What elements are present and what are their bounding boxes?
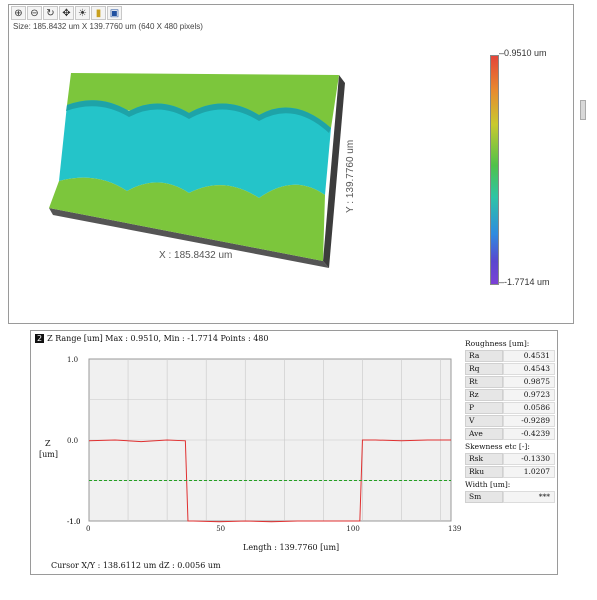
param-name: Rq xyxy=(465,363,503,375)
light-icon[interactable]: ☀ xyxy=(75,6,90,20)
param-name: Sm xyxy=(465,491,503,503)
colorbar-max-label: ‒0.9510 um xyxy=(499,48,547,58)
y-axis-unit: [um] xyxy=(39,450,58,459)
roughness-row: Ra 0.4531 xyxy=(465,350,555,362)
size-label: Size: 185.8432 um X 139.7760 um (640 X 4… xyxy=(13,22,203,31)
zoom-in-icon[interactable]: ⊕ xyxy=(11,6,26,20)
channel-surface xyxy=(59,100,331,198)
roughness-row: Rsk -0.1330 xyxy=(465,453,555,465)
cursor-readout: Cursor X/Y : 138.6112 um dZ : 0.0056 um xyxy=(51,561,221,570)
roughness-row: Rt 0.9875 xyxy=(465,376,555,388)
x-axis-label: X : 185.8432 um xyxy=(159,250,232,261)
view-toolbar: ⊕ ⊖ ↻ ✥ ☀ ▮ ▣ xyxy=(9,5,169,21)
terrace-front xyxy=(49,177,325,261)
param-name: V xyxy=(465,415,503,427)
view-icon[interactable]: ▣ xyxy=(107,6,122,20)
param-value: *** xyxy=(503,491,555,503)
surface-3d-panel: ⊕ ⊖ ↻ ✥ ☀ ▮ ▣ Size: 185.8432 um X 139.77… xyxy=(8,4,586,324)
roughness-row: P 0.0586 xyxy=(465,402,555,414)
y-tick-label: -1.0 xyxy=(67,518,81,526)
roughness-row: Rq 0.4543 xyxy=(465,363,555,375)
pan-icon[interactable]: ✥ xyxy=(59,6,74,20)
param-value: 1.0207 xyxy=(503,466,555,478)
panel-number: 2 xyxy=(35,334,45,343)
colorbar-min-label: ‒-1.7714 um xyxy=(499,277,550,287)
param-name: Rt xyxy=(465,376,503,388)
block-bottom xyxy=(49,208,329,268)
param-name: Ave xyxy=(465,428,503,440)
channel-wall xyxy=(66,100,331,133)
roughness-title: Roughness [um]: xyxy=(465,339,530,348)
param-name: Rsk xyxy=(465,453,503,465)
zoom-out-icon[interactable]: ⊖ xyxy=(27,6,42,20)
x-axis-title: Length : 139.7760 [um] xyxy=(243,543,339,552)
y-axis-label: Y : 139.7760 um xyxy=(345,140,356,213)
rotate-icon[interactable]: ↻ xyxy=(43,6,58,20)
param-value: -0.1330 xyxy=(503,453,555,465)
param-value: 0.4531 xyxy=(503,350,555,362)
param-value: -0.4239 xyxy=(503,428,555,440)
profile-line xyxy=(88,439,451,523)
y-axis-title: Z xyxy=(45,439,51,448)
param-name: Rku xyxy=(465,466,503,478)
x-tick-label: 100 xyxy=(346,525,359,533)
block-side xyxy=(323,75,345,268)
y-tick-label: 0.0 xyxy=(67,437,78,445)
roughness-row: Sm *** xyxy=(465,491,555,503)
param-name: Rz xyxy=(465,389,503,401)
x-tick-label: 0 xyxy=(86,525,90,533)
y-tick-label: -1.0 xyxy=(67,518,81,526)
z-range-text: Z Range [um] Max : 0.9510, Min : -1.7714… xyxy=(47,334,269,343)
y-tick-label: 1.0 xyxy=(67,356,78,364)
param-value: 0.4543 xyxy=(503,363,555,375)
param-value: 0.0586 xyxy=(503,402,555,414)
roughness-row: Ave -0.4239 xyxy=(465,428,555,440)
width-title: Width [um]: xyxy=(465,480,511,489)
param-value: 0.9875 xyxy=(503,376,555,388)
profile-header: 2 Z Range [um] Max : 0.9510, Min : -1.77… xyxy=(35,334,268,343)
x-tick-label: 50 xyxy=(216,525,225,533)
roughness-table: Roughness [um]: Ra 0.4531 Rq 0.4543 Rt 0.9875… xyxy=(465,337,555,504)
roughness-row: Rku 1.0207 xyxy=(465,466,555,478)
palette-icon[interactable]: ▮ xyxy=(91,6,106,20)
param-name: Ra xyxy=(465,350,503,362)
param-value: -0.9289 xyxy=(503,415,555,427)
param-name: P xyxy=(465,402,503,414)
x-tick-label: 139 xyxy=(448,525,461,533)
surface-3d-view[interactable]: X : 185.8432 um Y : 139.7760 um xyxy=(9,33,409,293)
param-value: 0.9723 xyxy=(503,389,555,401)
skewness-title: Skewness etc [-]: xyxy=(465,442,530,451)
scroll-handle[interactable] xyxy=(580,100,586,120)
profile-panel: 2 Z Range [um] Max : 0.9510, Min : -1.77… xyxy=(30,330,558,575)
roughness-row: Rz 0.9723 xyxy=(465,389,555,401)
plot-lines xyxy=(88,439,451,523)
color-scale-bar xyxy=(490,55,499,285)
roughness-row: V -0.9289 xyxy=(465,415,555,427)
